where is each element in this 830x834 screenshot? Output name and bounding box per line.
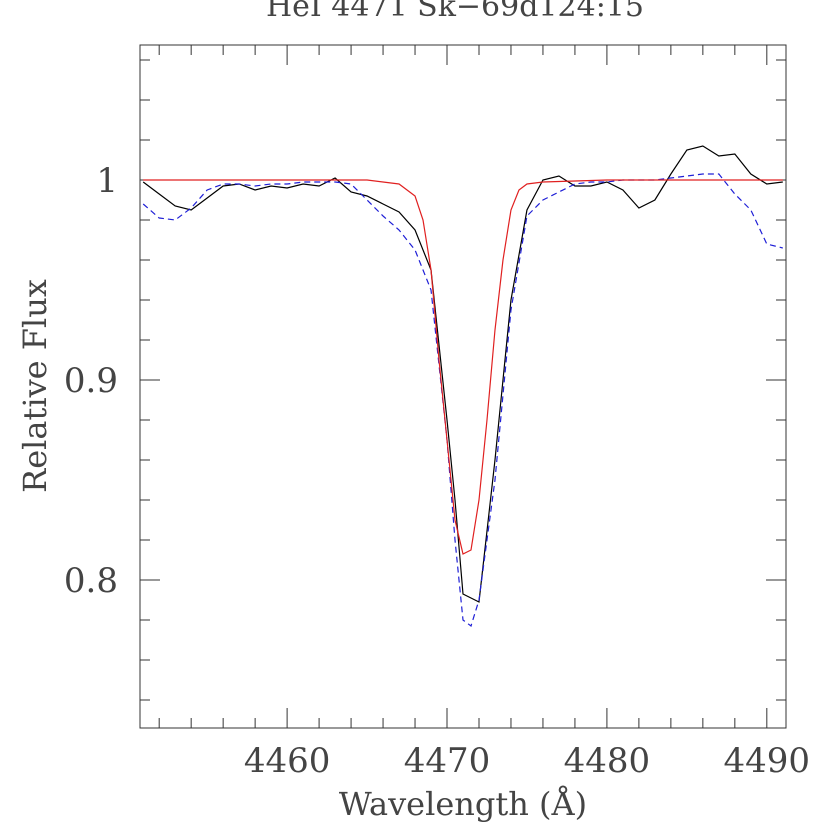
axes (140, 45, 786, 728)
y-axis-label: Relative Flux (16, 279, 54, 493)
y-tick-label: 1 (96, 161, 118, 201)
x-axis-label: Wavelength (Å) (339, 785, 587, 823)
x-tick-label: 4490 (724, 741, 811, 781)
x-tick-label: 4480 (564, 741, 651, 781)
y-tick-label: 0.8 (64, 561, 118, 601)
spectrum-line (142, 145, 783, 603)
x-tick-label: 4460 (244, 741, 331, 781)
spectrum-line (142, 173, 783, 627)
chart-title: HeI 4471 Sk−69d124:15 (266, 0, 644, 24)
x-tick-label: 4470 (404, 741, 491, 781)
spectrum-line (143, 179, 783, 555)
y-tick-label: 0.9 (64, 361, 118, 401)
plot-frame (139, 44, 787, 729)
